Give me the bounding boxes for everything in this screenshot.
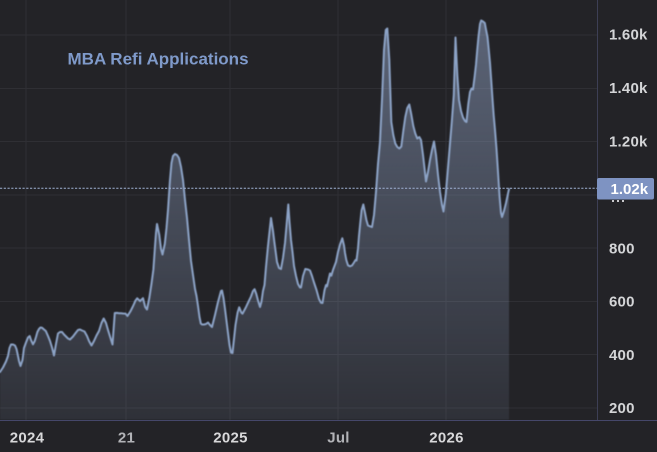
svg-text:800: 800 (609, 241, 635, 258)
svg-text:200: 200 (609, 400, 635, 417)
svg-text:400: 400 (609, 347, 635, 364)
svg-text:21: 21 (118, 430, 135, 447)
svg-text:1.40k: 1.40k (609, 80, 648, 97)
svg-text:600: 600 (609, 294, 635, 311)
svg-text:1.20k: 1.20k (609, 134, 648, 151)
svg-text:2026: 2026 (429, 430, 464, 447)
svg-text:2025: 2025 (213, 430, 248, 447)
svg-text:Jul: Jul (327, 430, 350, 447)
svg-text:1.02k: 1.02k (611, 181, 649, 198)
svg-text:2024: 2024 (10, 430, 45, 447)
svg-text:MBA Refi Applications: MBA Refi Applications (68, 50, 249, 69)
svg-text:1.60k: 1.60k (609, 27, 648, 44)
